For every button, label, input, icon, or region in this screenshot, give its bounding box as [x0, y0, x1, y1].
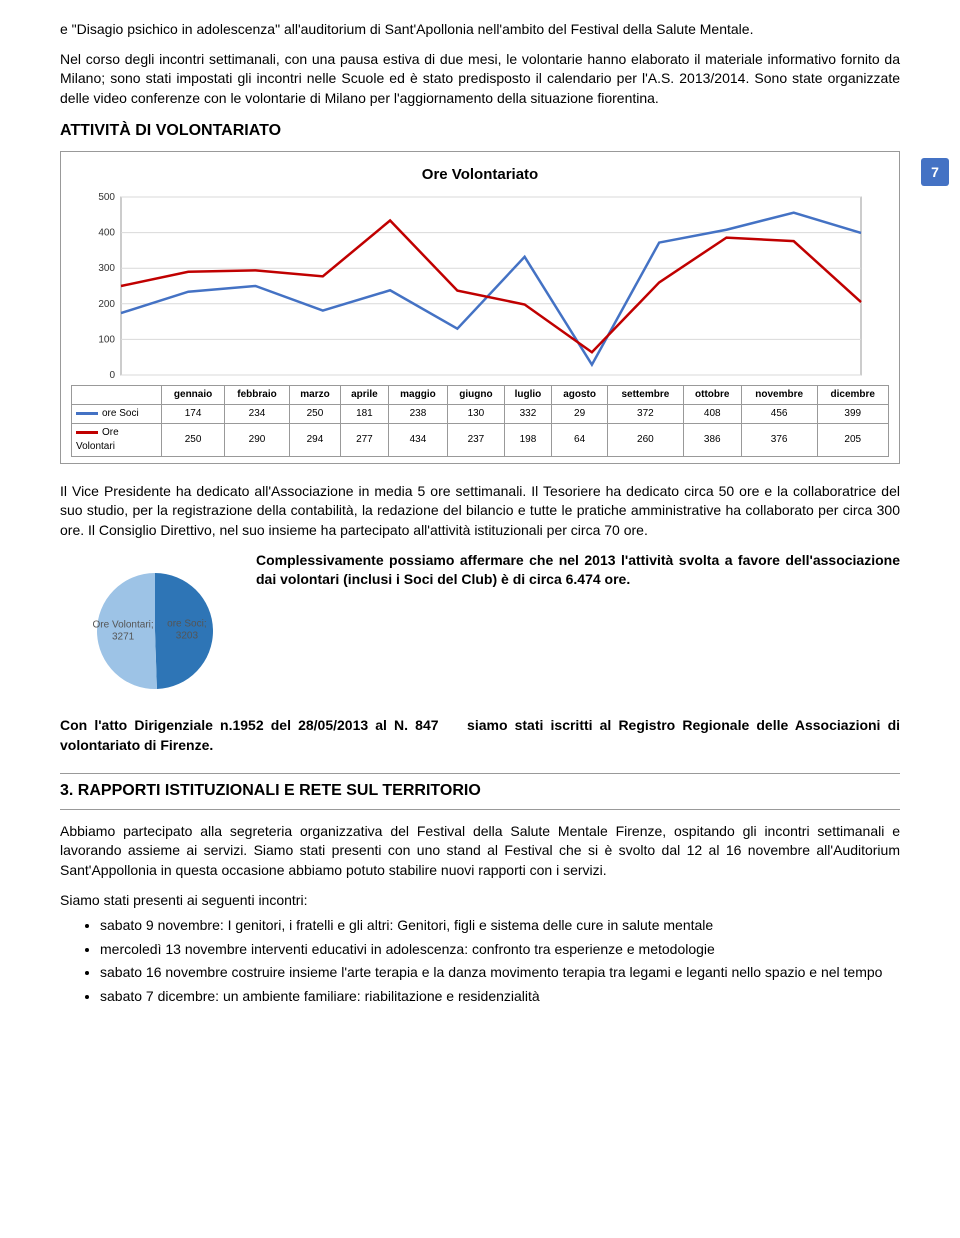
bold-summary: Complessivamente possiamo affermare che … [256, 551, 900, 590]
line-chart: 0 100 200 300 400 500 [71, 191, 871, 381]
svg-text:200: 200 [98, 299, 115, 310]
section-3-bar: 3. RAPPORTI ISTITUZIONALI E RETE SUL TER… [60, 773, 900, 809]
svg-text:300: 300 [98, 263, 115, 274]
paragraph-2: Nel corso degli incontri settimanali, co… [60, 50, 900, 109]
list-item: sabato 16 novembre costruire insieme l'a… [100, 963, 900, 983]
svg-text:500: 500 [98, 192, 115, 203]
list-item: mercoledì 13 novembre interventi educati… [100, 940, 900, 960]
chart-title: Ore Volontariato [71, 164, 889, 185]
intro-paragraph: e "Disagio psichico in adolescenza" all'… [60, 20, 900, 40]
bullet-list: sabato 9 novembre: I genitori, i fratell… [60, 916, 900, 1006]
rapporti-paragraph: Abbiamo partecipato alla segreteria orga… [60, 822, 900, 881]
vice-paragraph: Il Vice Presidente ha dedicato all'Assoc… [60, 482, 900, 541]
svg-text:Ore Volontari;: Ore Volontari; [93, 619, 154, 630]
pie-chart: ore Soci;3203 Ore Volontari;3271 [60, 551, 240, 701]
list-item: sabato 7 dicembre: un ambiente familiare… [100, 987, 900, 1007]
chart-data-table: gennaiofebbraiomarzoaprilemaggiogiugnolu… [71, 385, 889, 457]
svg-text:3271: 3271 [112, 631, 135, 642]
line-chart-container: 7 Ore Volontariato 0100200300400500 genn… [60, 151, 900, 464]
presenti-intro: Siamo stati presenti ai seguenti incontr… [60, 891, 900, 911]
attivita-title: ATTIVITÀ DI VOLONTARIATO [60, 120, 900, 142]
svg-text:3203: 3203 [176, 630, 199, 641]
atto-a: Con l'atto Dirigenziale n.1952 del 28/05… [60, 717, 439, 733]
section-3-title: 3. RAPPORTI ISTITUZIONALI E RETE SUL TER… [60, 780, 900, 802]
svg-text:400: 400 [98, 227, 115, 238]
atto-paragraph: Con l'atto Dirigenziale n.1952 del 28/05… [60, 716, 900, 755]
svg-text:0: 0 [109, 370, 115, 381]
svg-text:ore Soci;: ore Soci; [167, 618, 206, 629]
svg-text:100: 100 [98, 334, 115, 345]
list-item: sabato 9 novembre: I genitori, i fratell… [100, 916, 900, 936]
page-number-badge: 7 [921, 158, 949, 186]
